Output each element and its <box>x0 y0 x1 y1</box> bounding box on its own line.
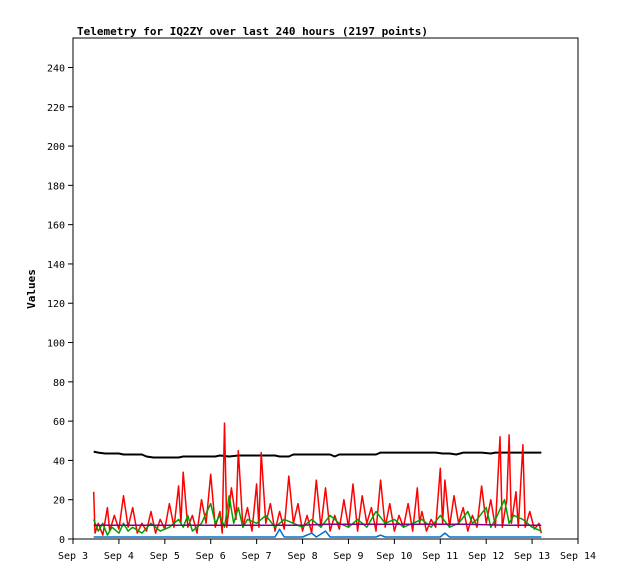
x-tick-label: Sep 6 <box>196 551 226 562</box>
series-line-2 <box>92 422 543 536</box>
x-axis: Sep 3 Sep 4 Sep 5 Sep 6 Sep 7 Sep 8 Sep 9 Sep 1… <box>58 539 596 562</box>
y-tick-label: 140 <box>47 260 65 271</box>
series-line-3 <box>93 495 542 536</box>
x-tick-label: Sep 7 <box>242 551 272 562</box>
y-tick-label: 20 <box>53 496 65 507</box>
x-tick-label: Sep 8 <box>287 551 317 562</box>
x-tick-label: Sep 3 <box>58 551 88 562</box>
y-tick-label: 120 <box>47 299 65 310</box>
x-tick-label: Sep 14 <box>560 551 596 562</box>
y-tick-label: 80 <box>53 378 65 389</box>
y-tick-label: 240 <box>47 63 65 74</box>
x-tick-label: Sep 9 <box>333 551 363 562</box>
x-tick-label: Sep 13 <box>514 551 550 562</box>
y-axis-label: Values <box>25 269 38 309</box>
series-layer <box>92 422 543 538</box>
y-axis: 0 20 40 60 80 100 120 140 160 180 200 220 240 <box>47 63 73 546</box>
y-tick-label: 0 <box>59 535 65 546</box>
y-tick-label: 60 <box>53 417 65 428</box>
x-tick-label: Sep 5 <box>150 551 180 562</box>
y-tick-label: 160 <box>47 221 65 232</box>
y-tick-label: 220 <box>47 103 65 114</box>
series-line-4 <box>93 523 542 526</box>
plot-area <box>72 37 579 540</box>
x-tick-label: Sep 11 <box>422 551 458 562</box>
series-line-1 <box>93 450 542 459</box>
y-tick-label: 200 <box>47 142 65 153</box>
chart-title: Telemetry for IQ2ZY over last 240 hours … <box>77 25 428 38</box>
y-tick-label: 100 <box>47 339 65 350</box>
y-tick-label: 40 <box>53 456 65 467</box>
series-line-5 <box>93 528 542 538</box>
x-tick-label: Sep 4 <box>104 551 134 562</box>
x-tick-label: Sep 12 <box>468 551 504 562</box>
y-tick-label: 180 <box>47 181 65 192</box>
x-tick-label: Sep 10 <box>376 551 412 562</box>
